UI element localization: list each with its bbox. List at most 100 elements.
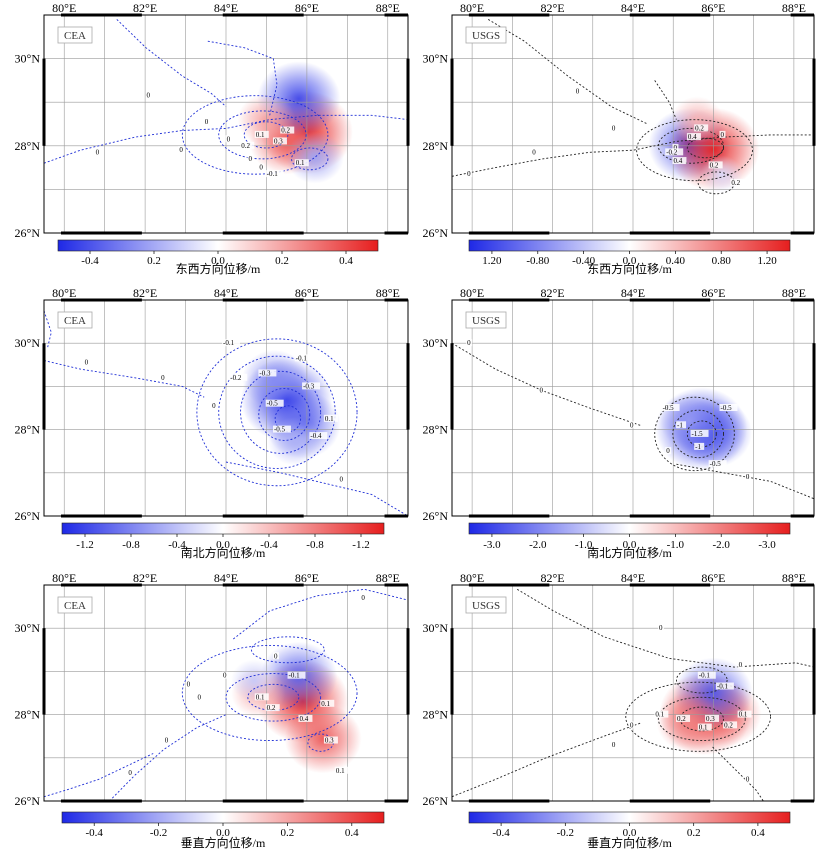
contour-label-bg xyxy=(280,126,295,134)
contour-label-bg xyxy=(697,671,716,679)
contour-label: 0 xyxy=(576,87,580,95)
contour-label-bg xyxy=(240,141,255,149)
contour-label: 0.2 xyxy=(724,721,733,729)
colorbar-tick-label: 0.80 xyxy=(712,255,732,267)
contour-label: -0.5 xyxy=(274,426,286,434)
graticule xyxy=(452,15,814,233)
contour-label-bg xyxy=(298,714,313,722)
colorbar-tick-label: 0.4 xyxy=(345,827,359,839)
lat-tick-label: 26°N xyxy=(15,226,41,240)
contour-label-bg xyxy=(185,680,192,688)
map-border-ticks xyxy=(42,13,410,235)
contour-line xyxy=(657,696,746,741)
border-segment xyxy=(629,231,711,235)
source-label-text: USGS xyxy=(472,30,500,42)
contour-labels: 0 0 0 0 -0.1 -0.2 -0.3 -0.5 -0.1 -0.3 -0.5 0.1 -0.4 xyxy=(83,339,345,483)
contour-label-bg xyxy=(254,130,269,138)
map-panel: 0 0 0 0 -0.1 -0.2 -0.3 -0.5 -0.1 -0.3 -0.5 0.1 -0.4 C… xyxy=(15,286,410,560)
contour-label: 0 xyxy=(223,672,227,680)
map-border-ticks xyxy=(450,583,816,803)
lat-tick-label: 26°N xyxy=(15,794,41,808)
contour-label-bg xyxy=(265,399,284,407)
contour-line xyxy=(207,40,278,116)
contour-label: 0 xyxy=(165,737,169,745)
lon-tick-label: 82°E xyxy=(540,1,564,15)
contour-label: -0.1 xyxy=(223,339,235,347)
border-segment xyxy=(42,343,46,430)
colorbar-title: 东西方向位移/m xyxy=(587,261,672,276)
colorbar-tick-label: -0.2 xyxy=(150,827,167,839)
contour-label-bg xyxy=(531,148,538,156)
colorbar-tick-label: -2.0 xyxy=(529,539,547,551)
contour-label: 0 xyxy=(248,155,252,163)
colorbar-tick-label: -0.4 xyxy=(168,539,186,551)
contour-layer xyxy=(452,342,814,500)
contour-label: 0 xyxy=(612,741,616,749)
contour-label-bg xyxy=(610,124,617,132)
contour-line xyxy=(654,80,677,120)
lat-tick-label: 28°N xyxy=(423,708,449,722)
lat-tick-label: 30°N xyxy=(423,336,449,350)
contour-label: 0.1 xyxy=(325,415,334,423)
contour-label: 0 xyxy=(361,594,365,602)
contour-labels: 0 0 0 0 0 -0.5 -1 -1.5 -0.5 -1 -0.5 xyxy=(466,339,751,481)
contour-label-bg xyxy=(338,475,345,483)
contour-label-bg xyxy=(294,159,309,167)
contour-label: -0.3 xyxy=(303,382,315,390)
lon-tick-label: 88°E xyxy=(782,286,806,300)
contour-label: 0.2 xyxy=(241,142,250,150)
contour-label: 0.4 xyxy=(673,157,682,165)
contour-label: -0.1 xyxy=(717,683,729,691)
graticule xyxy=(44,300,408,516)
contour-label: 0.4 xyxy=(688,133,697,141)
colorbar-tick-label: 0.0 xyxy=(623,539,637,551)
colorbar-tick-label: -0.4 xyxy=(81,255,99,267)
colorbar-title: 东西方向位移/m xyxy=(176,261,261,276)
contour-label-bg xyxy=(360,593,367,601)
source-label-box xyxy=(465,596,507,614)
contour-label: 0.1 xyxy=(699,724,708,732)
heatmap-blob xyxy=(671,96,724,144)
contour-layer xyxy=(44,588,408,801)
border-segment xyxy=(450,343,454,430)
contour-label: -0.5 xyxy=(710,460,722,468)
lat-tick-label: 26°N xyxy=(423,509,449,523)
contour-label-bg xyxy=(665,148,684,156)
contour-label: 0.2 xyxy=(267,704,276,712)
colorbar-tick-label: 0.0 xyxy=(216,827,230,839)
contour-label-bg xyxy=(719,130,726,138)
source-label-box xyxy=(57,596,93,614)
contour-label-bg xyxy=(225,135,232,143)
colorbar-title: 垂直方向位移/m xyxy=(181,835,266,850)
contour-line xyxy=(625,681,772,752)
lon-tick-label: 80°E xyxy=(460,571,484,585)
lat-tick-label: 28°N xyxy=(15,423,41,437)
contour-label: 0.2 xyxy=(677,715,686,723)
contour-labels: 0 0 0 0 -0.1 0.1 0.2 0.3 -0.1 0.1 0.2 0.1 0 xyxy=(610,624,752,783)
contour-label-bg xyxy=(661,404,680,411)
colorbar-tick-label: 0.0 xyxy=(623,255,637,267)
border-segment xyxy=(384,799,408,803)
border-segment xyxy=(629,799,711,803)
contour-line xyxy=(44,310,52,348)
contour-label-bg xyxy=(145,91,152,99)
contour-label: 0.1 xyxy=(256,131,265,139)
contour-line xyxy=(654,396,735,472)
contour-line xyxy=(686,137,724,159)
contour-label-bg xyxy=(737,660,744,668)
contour-label: 0 xyxy=(274,652,278,660)
contour-label-bg xyxy=(672,143,679,151)
contour-label: -1 xyxy=(695,443,701,451)
contour-label-bg xyxy=(163,736,170,744)
border-segment xyxy=(468,13,550,17)
contour-label: 0 xyxy=(467,170,471,178)
contour-line xyxy=(672,409,724,459)
contour-label: 0.3 xyxy=(274,137,283,145)
contour-line xyxy=(452,722,641,798)
source-label-box xyxy=(57,26,93,44)
border-segment xyxy=(42,628,46,715)
heatmap-blob xyxy=(286,131,344,184)
